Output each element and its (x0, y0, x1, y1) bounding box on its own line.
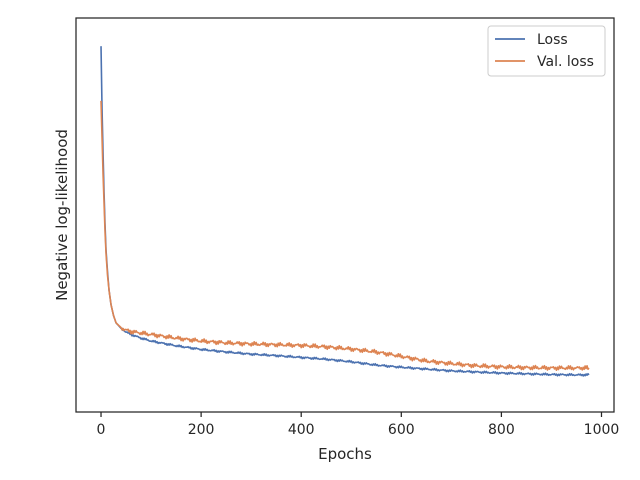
x-tick-label: 600 (388, 422, 415, 438)
x-tick-label: 400 (288, 422, 315, 438)
x-axis: 0 200 400 600 800 1000 (97, 412, 620, 438)
x-tick-label: 800 (488, 422, 515, 438)
legend: Loss Val. loss (487, 25, 606, 77)
legend-label-loss: Loss (537, 32, 568, 48)
plot-area (100, 46, 590, 377)
plot-frame (75, 17, 615, 413)
x-tick-label: 0 (97, 422, 106, 438)
series-line-val-loss (100, 100, 590, 372)
x-tick-label: 200 (188, 422, 215, 438)
series-line-loss (100, 46, 590, 377)
y-axis-label: Negative log-likelihood (53, 129, 71, 301)
legend-label-val-loss: Val. loss (537, 54, 594, 70)
x-tick-label: 1000 (584, 422, 620, 438)
x-axis-label: Epochs (318, 445, 372, 463)
